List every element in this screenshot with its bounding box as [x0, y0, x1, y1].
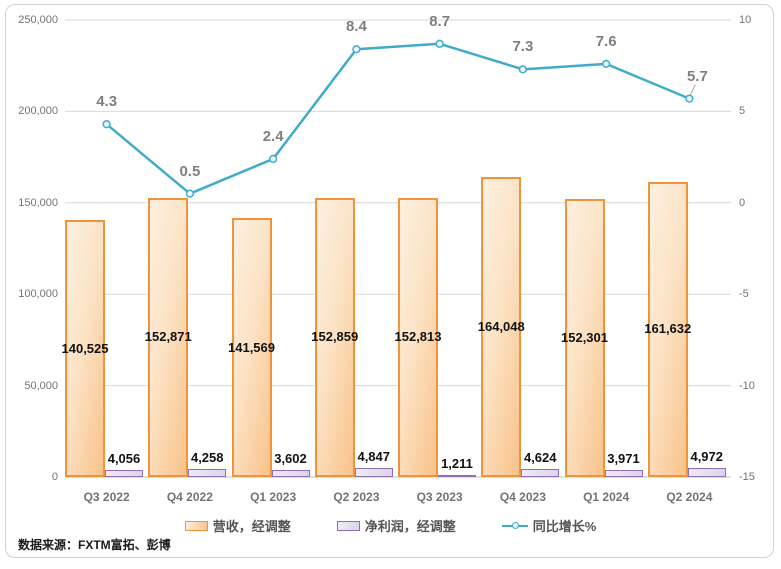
legend-item-revenue: 营收，经调整: [184, 516, 291, 535]
revenue-swatch-icon: [184, 520, 208, 531]
growth-line-swatch-icon: [501, 520, 528, 532]
legend-item-profit: 净利润，经调整: [336, 516, 456, 535]
legend-label-profit: 净利润，经调整: [364, 519, 456, 534]
legend-label-growth: 同比增长%: [532, 519, 597, 534]
chart-frame: [5, 4, 774, 558]
legend-item-growth: 同比增长%: [501, 516, 597, 535]
profit-swatch-icon: [336, 520, 360, 531]
legend-label-revenue: 营收，经调整: [212, 519, 291, 534]
source-note: 数据来源：FXTM富拓、彭博: [18, 538, 171, 552]
legend: 营收，经调整 净利润，经调整 同比增长%: [0, 516, 781, 535]
